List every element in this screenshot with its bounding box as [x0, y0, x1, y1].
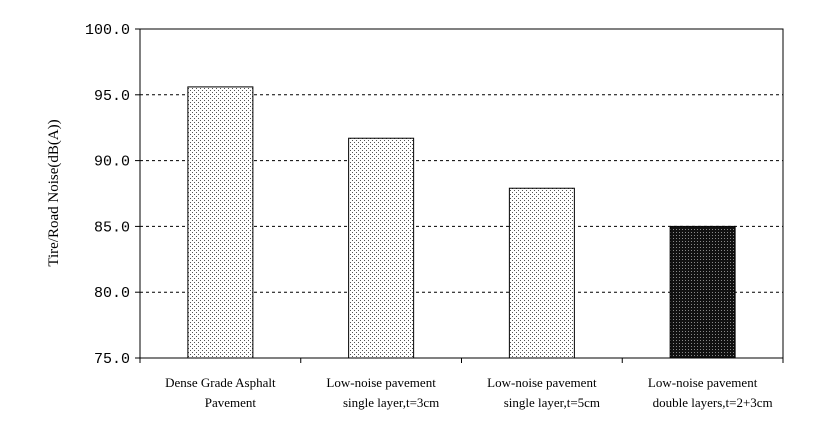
- y-axis-title: Tire/Road Noise(dB(A)): [46, 119, 62, 266]
- bar: [187, 86, 254, 359]
- x-category-labels: Dense Grade Asphalt Pavement Low-noise pav…: [165, 375, 773, 410]
- y-tick-labels: 75.0 80.0 85.0 90.0 95.0 100.0: [85, 22, 130, 368]
- category-label: single layer,t=5cm: [504, 395, 600, 410]
- category-label: Low-noise pavement: [326, 375, 436, 390]
- y-tick-label: 80.0: [94, 285, 130, 302]
- y-tick-label: 90.0: [94, 154, 130, 171]
- category-label: single layer,t=3cm: [343, 395, 439, 410]
- y-tick-label: 100.0: [85, 22, 130, 39]
- y-tick-label: 75.0: [94, 351, 130, 368]
- bar: [508, 187, 575, 359]
- category-label: Low-noise pavement: [648, 375, 758, 390]
- category-label: double layers,t=2+3cm: [653, 395, 773, 410]
- y-tick-label: 95.0: [94, 88, 130, 105]
- bar: [348, 137, 415, 359]
- bars: [187, 86, 736, 359]
- bar: [669, 225, 736, 359]
- category-label: Low-noise pavement: [487, 375, 597, 390]
- y-tick-label: 85.0: [94, 219, 130, 236]
- category-label: Pavement: [205, 395, 257, 410]
- category-label: Dense Grade Asphalt: [165, 375, 276, 390]
